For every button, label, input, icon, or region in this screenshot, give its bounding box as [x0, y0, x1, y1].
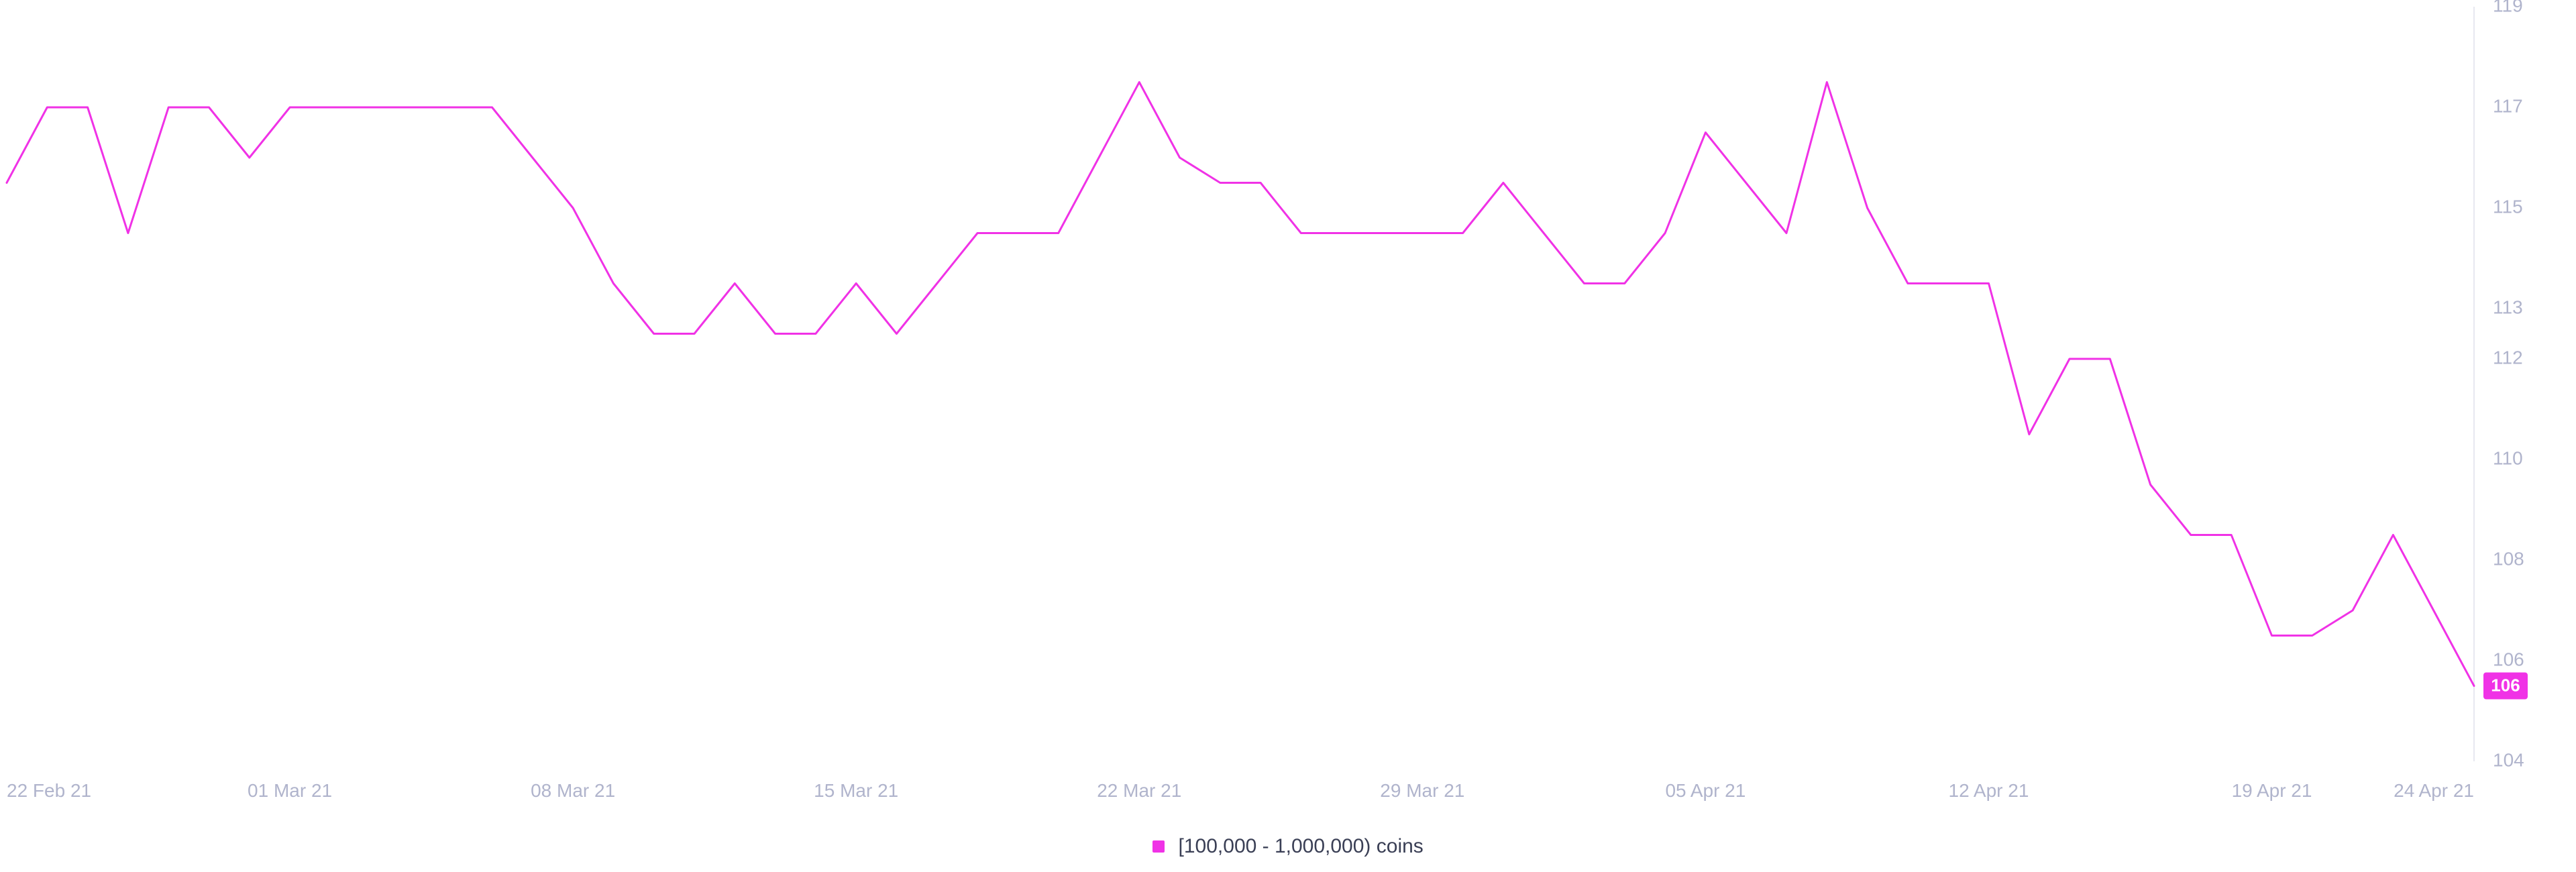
- y-axis-tick-label: 117: [2493, 95, 2523, 116]
- y-axis-tick-label: 113: [2493, 296, 2523, 317]
- x-axis-tick-label: 22 Feb 21: [7, 780, 91, 801]
- x-axis-tick-label: 01 Mar 21: [248, 780, 332, 801]
- y-axis-tick-label: 119: [2493, 0, 2523, 15]
- legend-swatch: [1152, 840, 1165, 853]
- x-axis-tick-label: 05 Apr 21: [1665, 780, 1746, 801]
- y-axis-tick-label: 110: [2493, 447, 2523, 468]
- series-line: [7, 83, 2474, 686]
- line-chart[interactable]: 119 117 115 113 112 110 108 106 104 22 Feb 21 01 M…: [0, 0, 2576, 872]
- y-axis-tick-label: 108: [2493, 548, 2524, 569]
- x-axis-tick-label: 29 Mar 21: [1380, 780, 1464, 801]
- x-axis-tick-label: 15 Mar 21: [814, 780, 898, 801]
- x-axis-tick-label: 24 Apr 21: [2394, 780, 2474, 801]
- x-axis-tick-label: 08 Mar 21: [531, 780, 615, 801]
- y-axis-tick-label: 104: [2493, 749, 2524, 770]
- y-axis-tick-label: 106: [2493, 649, 2524, 669]
- x-axis-tick-label: 22 Mar 21: [1097, 780, 1181, 801]
- legend-label: [100,000 - 1,000,000) coins: [1179, 835, 1424, 857]
- y-axis-tick-label: 115: [2493, 196, 2523, 217]
- x-axis-tick-label: 12 Apr 21: [1949, 780, 2029, 801]
- chart-canvas: 119 117 115 113 112 110 108 106 104 22 Feb 21 01 M…: [0, 0, 2576, 872]
- chart-legend: [100,000 - 1,000,000) coins: [0, 834, 2576, 858]
- current-value-label: 106: [2491, 675, 2520, 695]
- x-axis-tick-label: 19 Apr 21: [2232, 780, 2312, 801]
- y-axis-tick-label: 112: [2493, 347, 2523, 368]
